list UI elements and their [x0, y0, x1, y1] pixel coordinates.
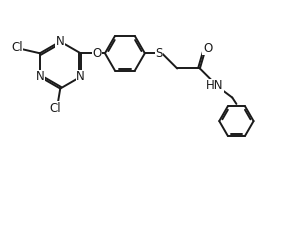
Text: Cl: Cl [11, 41, 23, 54]
Text: N: N [56, 35, 65, 48]
Text: HN: HN [206, 79, 224, 92]
Text: S: S [155, 47, 163, 60]
Text: N: N [35, 70, 44, 83]
Text: N: N [76, 70, 85, 83]
Text: Cl: Cl [49, 102, 60, 115]
Text: O: O [93, 47, 102, 60]
Text: O: O [203, 41, 212, 55]
